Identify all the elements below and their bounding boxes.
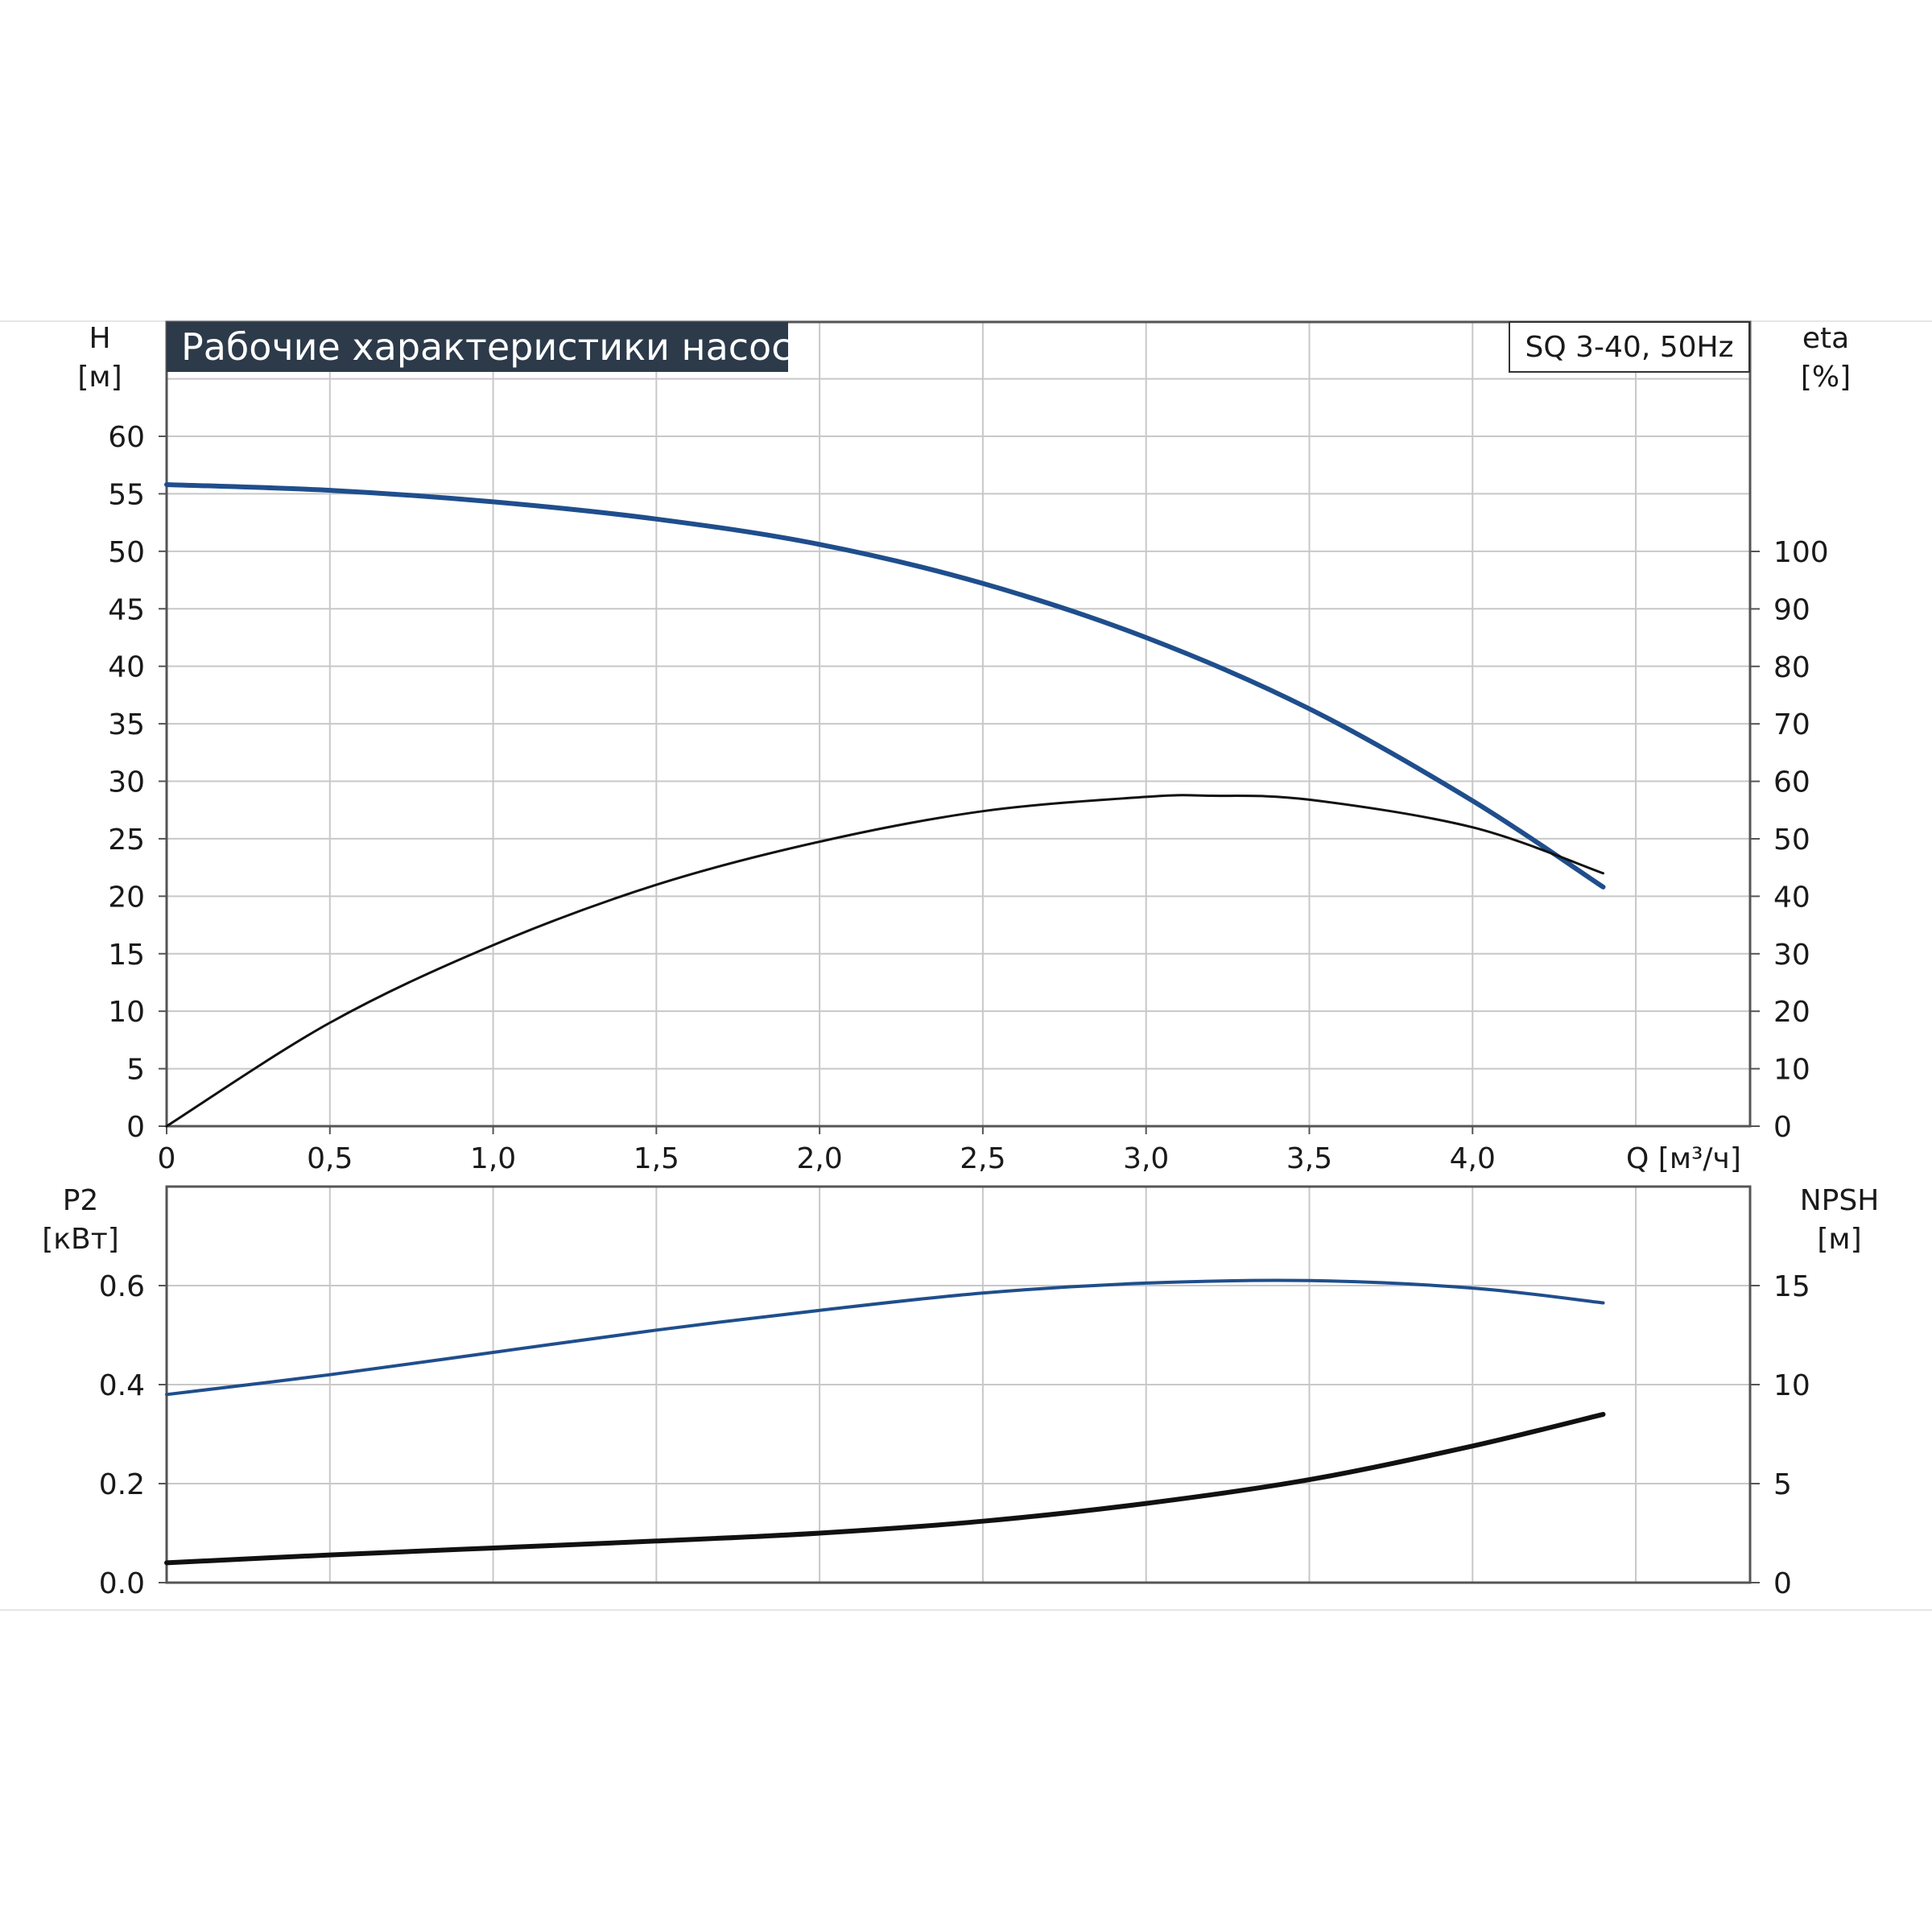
power-curve — [165, 1278, 1605, 1397]
eta-tick-label: 20 — [1773, 996, 1810, 1029]
head-tick-label: 0 — [126, 1111, 145, 1144]
eta-tick-label: 90 — [1773, 593, 1810, 626]
npsh-tick-labels: 0 5 10 15 — [1750, 1270, 1810, 1600]
head-efficiency-panel: 0 0,5 1,0 1,5 2,0 2,5 3,0 3,5 4,0 0 5 10 15 20 25 30 35… — [77, 320, 1851, 1175]
npsh-tick-label: 10 — [1773, 1369, 1810, 1402]
chart-title: Рабочие характеристики насоса — [181, 325, 815, 369]
top-series — [164, 482, 1606, 1128]
power-npsh-panel: 0.0 0.2 0.4 0.6 0 5 10 15 P2 [кВт] NPSH [м] — [42, 1184, 1879, 1600]
head-tick-label: 35 — [108, 708, 145, 741]
eta-tick-label: 50 — [1773, 824, 1810, 857]
head-tick-label: 30 — [108, 766, 145, 799]
npsh-axis-label: NPSH — [1800, 1184, 1880, 1217]
p2-tick-label: 0.6 — [99, 1270, 145, 1303]
npsh-tick-label: 0 — [1773, 1567, 1792, 1600]
head-tick-label: 5 — [126, 1054, 145, 1087]
eta-axis-label: eta — [1802, 322, 1849, 355]
bottom-series — [164, 1278, 1606, 1566]
head-tick-label: 10 — [108, 996, 145, 1029]
head-curve — [164, 482, 1606, 890]
x-tick-label: 3,5 — [1286, 1142, 1332, 1175]
head-tick-label: 20 — [108, 881, 145, 914]
bottom-grid — [167, 1187, 1750, 1583]
x-tick-label: 3,0 — [1123, 1142, 1169, 1175]
head-tick-label: 45 — [108, 593, 145, 626]
x-tick-label: 0 — [158, 1142, 176, 1175]
eta-tick-label: 10 — [1773, 1054, 1810, 1087]
p2-axis-label: P2 — [63, 1184, 99, 1217]
x-tick-label: 4,0 — [1450, 1142, 1496, 1175]
head-tick-label: 25 — [108, 824, 145, 857]
eta-tick-labels: 0 10 20 30 40 50 60 70 80 90 100 — [1750, 536, 1829, 1144]
npsh-tick-label: 5 — [1773, 1468, 1792, 1501]
p2-tick-label: 0.4 — [99, 1369, 145, 1402]
head-tick-label: 60 — [108, 421, 145, 454]
head-tick-labels: 0 5 10 15 20 25 30 35 40 45 50 55 60 — [108, 421, 167, 1144]
head-tick-label: 15 — [108, 939, 145, 972]
eta-tick-label: 100 — [1773, 536, 1829, 569]
eta-tick-label: 40 — [1773, 881, 1810, 914]
title-box — [167, 322, 788, 372]
p2-axis-unit: [кВт] — [42, 1223, 119, 1256]
p2-tick-labels: 0.0 0.2 0.4 0.6 — [99, 1270, 167, 1600]
model-label: SQ 3-40, 50Hz — [1525, 331, 1734, 364]
npsh-tick-label: 15 — [1773, 1270, 1810, 1303]
x-tick-label: 2,0 — [797, 1142, 843, 1175]
eta-tick-label: 80 — [1773, 651, 1810, 684]
x-tick-label: 2,5 — [960, 1142, 1005, 1175]
top-grid — [167, 322, 1750, 1126]
npsh-curve — [164, 1411, 1606, 1566]
efficiency-curve — [165, 794, 1604, 1128]
eta-tick-label: 60 — [1773, 766, 1810, 799]
eta-tick-label: 30 — [1773, 939, 1810, 972]
p2-tick-label: 0.2 — [99, 1468, 145, 1501]
x-tick-label: 1,0 — [470, 1142, 516, 1175]
npsh-axis-unit: [м] — [1817, 1223, 1861, 1256]
head-tick-label: 55 — [108, 478, 145, 511]
eta-axis-unit: [%] — [1801, 361, 1851, 394]
model-box — [1509, 321, 1750, 373]
head-tick-label: 40 — [108, 651, 145, 684]
head-tick-label: 50 — [108, 536, 145, 569]
head-axis-unit: [м] — [77, 361, 122, 394]
x-tick-labels: 0 0,5 1,0 1,5 2,0 2,5 3,0 3,5 4,0 — [158, 1126, 1496, 1175]
eta-tick-label: 0 — [1773, 1111, 1792, 1144]
x-tick-label: 0,5 — [307, 1142, 353, 1175]
p2-tick-label: 0.0 — [99, 1567, 145, 1600]
x-tick-label: 1,5 — [634, 1142, 679, 1175]
eta-tick-label: 70 — [1773, 708, 1810, 741]
x-axis-label: Q [м³/ч] — [1626, 1142, 1741, 1175]
head-axis-label: H — [89, 322, 110, 355]
